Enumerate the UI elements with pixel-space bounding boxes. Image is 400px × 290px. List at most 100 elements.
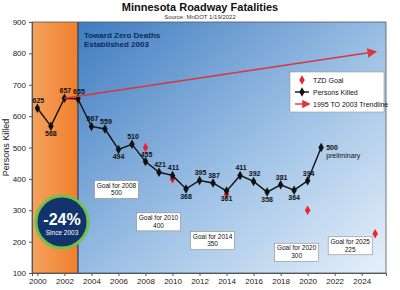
goal-label-line: 300 bbox=[291, 252, 302, 259]
data-label: 395 bbox=[195, 169, 207, 176]
x-tick: 2004 bbox=[83, 273, 101, 286]
x-tick-mark bbox=[281, 273, 282, 276]
y-tick: 200 bbox=[13, 238, 32, 247]
goal-label-line: 500 bbox=[111, 189, 122, 196]
marker bbox=[372, 229, 377, 238]
data-label: 655 bbox=[73, 88, 85, 95]
goal-label-line: Goal for 2025 bbox=[330, 238, 370, 245]
y-tick-label: 200 bbox=[13, 238, 27, 247]
goal-label-line: 225 bbox=[345, 246, 356, 253]
data-label-line: 568 bbox=[45, 130, 57, 137]
data-label: 364 bbox=[288, 194, 300, 201]
x-tick-mark bbox=[335, 273, 336, 276]
y-axis: 100200300400500600700800900 bbox=[13, 18, 33, 278]
data-label-line: preliminary bbox=[326, 152, 361, 160]
data-label-line: 395 bbox=[195, 169, 207, 176]
legend-swatch-marker bbox=[299, 75, 304, 84]
y-tick-label: 600 bbox=[13, 112, 27, 121]
x-tick-mark bbox=[64, 273, 65, 276]
data-label: 568 bbox=[45, 130, 57, 137]
y-tick-label: 700 bbox=[13, 81, 27, 90]
x-tick-label: 2012 bbox=[191, 277, 209, 286]
data-labels: Goal for 2008500Goal for 2010400Goal for… bbox=[33, 87, 373, 261]
y-tick-mark bbox=[29, 273, 32, 274]
callout-text: Since 2003 bbox=[46, 229, 79, 236]
legend-swatch-marker bbox=[299, 87, 304, 96]
data-label-line: 394 bbox=[303, 170, 315, 177]
data-label: 411 bbox=[235, 164, 246, 171]
y-tick: 100 bbox=[13, 269, 32, 278]
x-tick-label: 2018 bbox=[272, 277, 290, 286]
x-tick-mark bbox=[173, 273, 174, 276]
x-tick: 2024 bbox=[353, 273, 371, 286]
marker bbox=[143, 157, 148, 166]
goal-label: Goal for 2008500 bbox=[97, 182, 137, 197]
data-label-line: 411 bbox=[235, 164, 246, 171]
x-tick-mark bbox=[200, 273, 201, 276]
legend-label: 1995 TO 2003 Trendline bbox=[313, 101, 388, 108]
x-tick-mark bbox=[362, 273, 363, 276]
x-tick-label: 2022 bbox=[326, 277, 344, 286]
y-tick-mark bbox=[29, 242, 32, 243]
data-label: 657 bbox=[60, 87, 72, 94]
marker bbox=[102, 124, 107, 133]
y-tick-mark bbox=[29, 148, 32, 149]
goal-label: Goal for 2020300 bbox=[277, 244, 317, 259]
marker bbox=[278, 180, 283, 189]
y-axis-line bbox=[29, 23, 33, 274]
data-label: 394 bbox=[303, 170, 315, 177]
marker bbox=[129, 140, 134, 149]
x-tick-mark bbox=[118, 273, 119, 276]
y-tick-mark bbox=[29, 53, 32, 54]
goal-box bbox=[275, 243, 319, 261]
x-tick: 2006 bbox=[110, 273, 128, 286]
data-label: 421 bbox=[154, 161, 166, 168]
y-tick: 400 bbox=[13, 175, 32, 184]
marker bbox=[210, 178, 215, 187]
data-label-line: 392 bbox=[249, 170, 261, 177]
y-tick: 700 bbox=[13, 81, 32, 90]
x-tick-label: 2024 bbox=[353, 277, 371, 286]
marker bbox=[237, 171, 242, 180]
data-label-line: 364 bbox=[288, 194, 300, 201]
goal-label-line: Goal for 2008 bbox=[97, 182, 137, 189]
data-label-line: 657 bbox=[60, 87, 72, 94]
data-label-line: 411 bbox=[168, 164, 179, 171]
data-label: 358 bbox=[261, 196, 273, 203]
data-label-line: 381 bbox=[276, 174, 288, 181]
x-tick-mark bbox=[37, 273, 38, 276]
x-tick-label: 2006 bbox=[110, 277, 128, 286]
marker bbox=[156, 168, 161, 177]
y-tick: 300 bbox=[13, 206, 32, 215]
marker bbox=[318, 143, 323, 152]
data-label: 625 bbox=[33, 97, 45, 104]
marker bbox=[251, 177, 256, 186]
data-label: 455 bbox=[141, 151, 153, 158]
x-tick: 2022 bbox=[326, 273, 344, 286]
data-label-line: 567 bbox=[87, 115, 99, 122]
x-tick: 2010 bbox=[164, 273, 182, 286]
y-tick-mark bbox=[29, 179, 32, 180]
x-tick-label: 2000 bbox=[29, 277, 47, 286]
data-label-line: 368 bbox=[180, 193, 192, 200]
x-tick: 2016 bbox=[245, 273, 263, 286]
y-tick: 800 bbox=[13, 49, 32, 58]
x-tick: 2014 bbox=[218, 273, 236, 286]
data-label: 392 bbox=[249, 170, 261, 177]
title: Minnesota Roadway Fatalities bbox=[122, 1, 278, 13]
y-tick: 600 bbox=[13, 112, 32, 121]
x-tick: 2008 bbox=[137, 273, 155, 286]
data-label-line: 455 bbox=[141, 151, 153, 158]
y-tick-label: 100 bbox=[13, 269, 27, 278]
callout-circle bbox=[36, 196, 88, 248]
data-label-line: 361 bbox=[221, 195, 233, 202]
y-tick-mark bbox=[29, 85, 32, 86]
legend-label: TZD Goal bbox=[313, 77, 344, 84]
goal-box bbox=[328, 237, 372, 255]
y-tick-label: 400 bbox=[13, 175, 27, 184]
data-label-line: 387 bbox=[208, 172, 220, 179]
marker bbox=[89, 122, 94, 131]
chart: Minnesota Roadway FatalitiesSource: MnDO… bbox=[0, 0, 400, 290]
data-label-line: 559 bbox=[100, 118, 112, 125]
legend: TZD GoalPersons Killed1995 TO 2003 Trend… bbox=[290, 72, 388, 112]
